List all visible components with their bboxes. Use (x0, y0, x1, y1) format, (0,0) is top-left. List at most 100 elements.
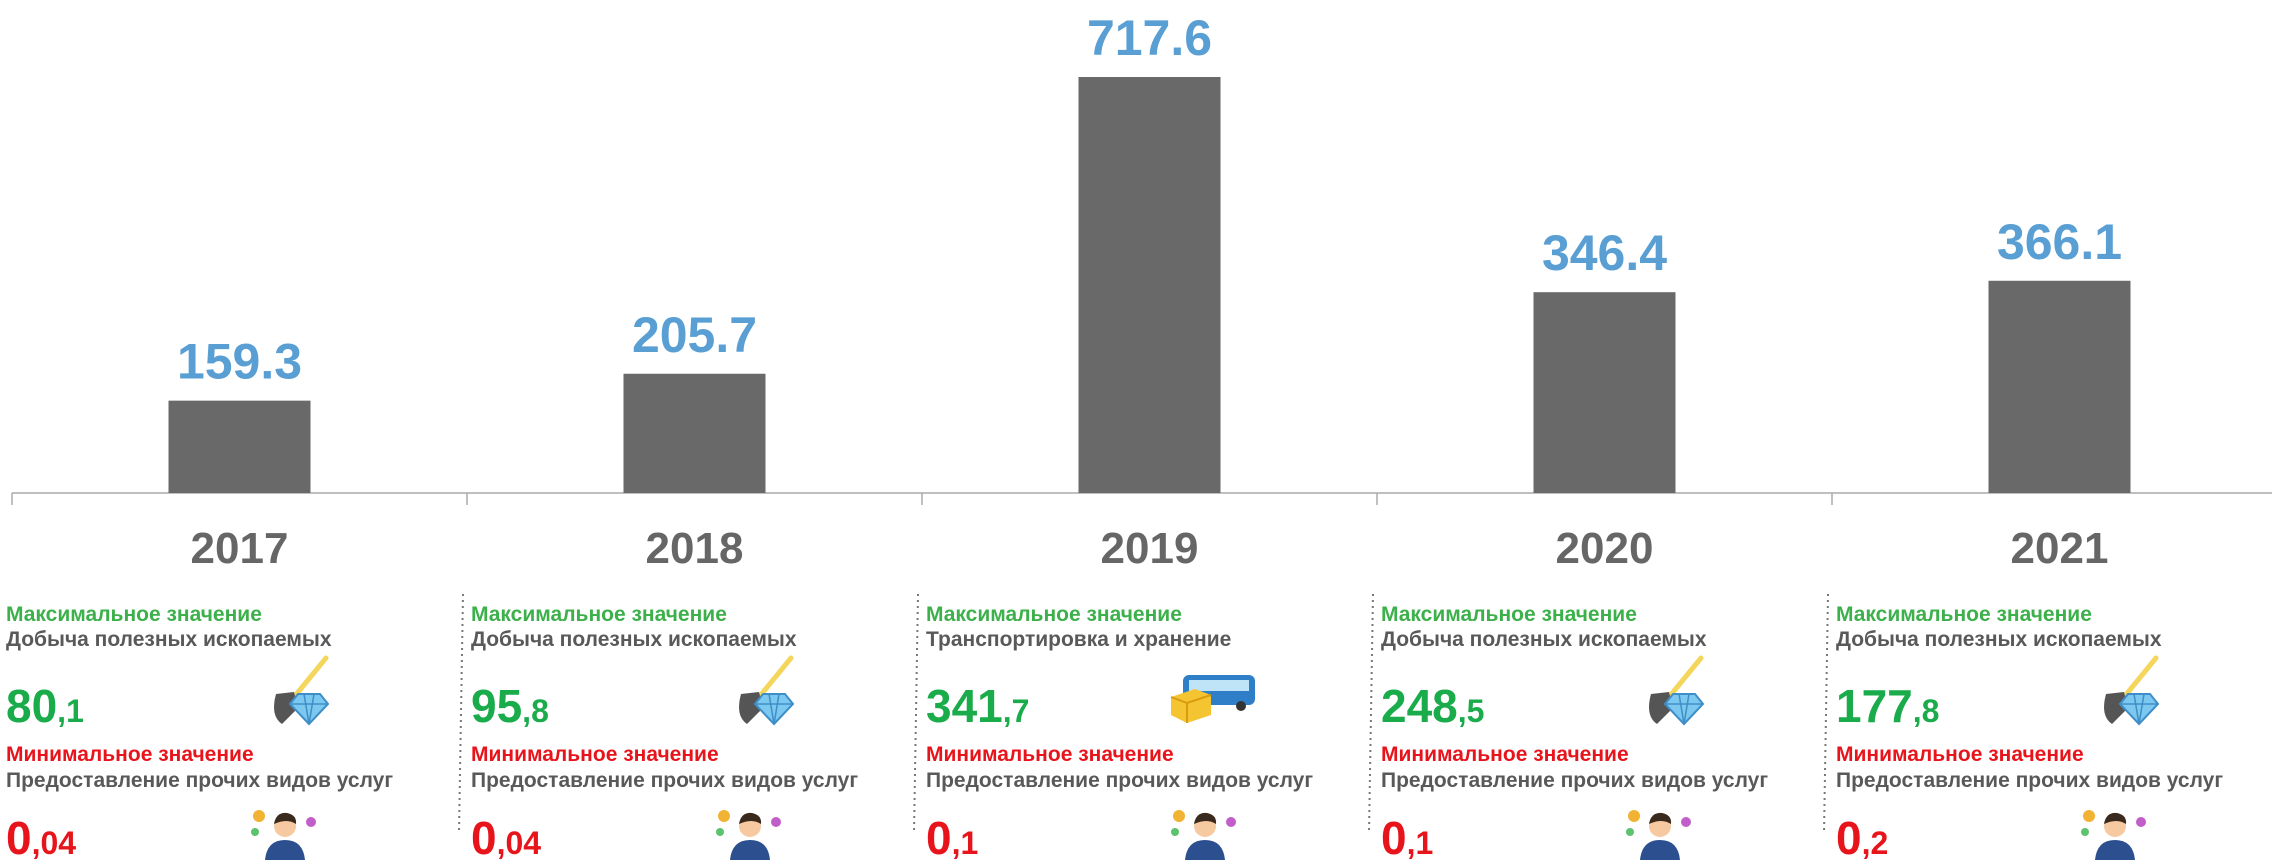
hair (274, 812, 297, 824)
min-value-fraction: ,1 (951, 825, 979, 861)
max-value-whole: 95 (471, 680, 523, 732)
max-value: 248,5 (1381, 683, 1484, 734)
max-label: Максимальное значение (1381, 603, 1637, 626)
x-tick-label: 2019 (1101, 524, 1199, 573)
separator (1368, 593, 1374, 834)
max-value-fraction: ,7 (1002, 693, 1030, 729)
body (1640, 840, 1680, 860)
max-label: Максимальное значение (6, 603, 262, 626)
box-edge (1170, 694, 1212, 723)
diamond (288, 693, 330, 726)
person-icon (1626, 810, 1691, 860)
diamond-facet (1665, 693, 1703, 725)
person-icon (1171, 810, 1236, 860)
min-label: Минимальное значение (1381, 743, 1629, 766)
max-label: Максимальное значение (471, 603, 727, 626)
bar (623, 373, 766, 493)
hair (1194, 812, 1217, 824)
min-value: 0,04 (6, 815, 76, 863)
max-label: Максимальное значение (1836, 603, 2092, 626)
min-value: 0,1 (1381, 815, 1433, 863)
gear (718, 810, 730, 822)
min-value-whole: 0 (1836, 812, 1862, 863)
min-value-fraction: ,04 (496, 825, 542, 861)
x-tick-label: 2018 (646, 524, 744, 573)
separator (913, 593, 919, 834)
min-value-whole: 0 (1381, 812, 1407, 863)
transport-icon (1170, 675, 1255, 723)
min-sector: Предоставление прочих видов услуг (6, 769, 394, 792)
max-sector: Добыча полезных ископаемых (1836, 628, 2162, 651)
shovel-handle (752, 655, 794, 705)
max-value: 177,8 (1836, 683, 1939, 734)
gear (1226, 817, 1236, 827)
body (730, 840, 770, 860)
min-label: Минимальное значение (471, 743, 719, 766)
gear (1173, 810, 1185, 822)
gear (2081, 828, 2089, 836)
bus-window (1189, 680, 1249, 691)
value-label: 159.3 (177, 334, 302, 390)
person-icon (251, 810, 316, 860)
gear (1626, 828, 1634, 836)
diamond (753, 693, 795, 726)
value-label: 205.7 (632, 307, 757, 363)
gear (771, 817, 781, 827)
gear (1681, 817, 1691, 827)
shovel-handle (2117, 655, 2159, 705)
mining-icon (739, 655, 795, 726)
max-sector: Добыча полезных ископаемых (471, 628, 797, 651)
max-label: Максимальное значение (926, 603, 1182, 626)
max-sector: Добыча полезных ископаемых (1381, 628, 1707, 651)
gear (1171, 828, 1179, 836)
min-value-whole: 0 (471, 812, 497, 863)
diamond-facet (290, 693, 328, 725)
body (2095, 840, 2135, 860)
x-tick-label: 2017 (191, 524, 289, 573)
shovel-handle (287, 655, 329, 705)
min-sector: Предоставление прочих видов услуг (926, 769, 1314, 792)
max-value-fraction: ,5 (1457, 693, 1485, 729)
value-label: 717.6 (1087, 10, 1212, 66)
min-value: 0,04 (471, 815, 541, 863)
bar (1988, 280, 2131, 493)
body (1185, 840, 1225, 860)
x-tick-label: 2020 (1556, 524, 1654, 573)
mining-icon (2104, 655, 2160, 726)
max-value: 341,7 (926, 683, 1029, 734)
hair (1649, 812, 1672, 824)
body (265, 840, 305, 860)
wheel (1236, 701, 1246, 711)
min-sector: Предоставление прочих видов услуг (1836, 769, 2224, 792)
separator (1823, 593, 1829, 834)
gear (306, 817, 316, 827)
max-sector: Транспортировка и хранение (926, 628, 1232, 651)
hair (2104, 812, 2127, 824)
diamond (2118, 693, 2160, 726)
max-sector: Добыча полезных ископаемых (6, 628, 332, 651)
min-sector: Предоставление прочих видов услуг (471, 769, 859, 792)
min-label: Минимальное значение (926, 743, 1174, 766)
max-value: 80,1 (6, 683, 84, 734)
max-value-whole: 248 (1381, 680, 1458, 732)
person-icon (716, 810, 781, 860)
person-icon (2081, 810, 2146, 860)
max-value-fraction: ,8 (1912, 693, 1940, 729)
box (1171, 689, 1211, 723)
min-value-fraction: ,1 (1406, 825, 1434, 861)
min-label: Минимальное значение (1836, 743, 2084, 766)
min-value-whole: 0 (6, 812, 32, 863)
min-value: 0,1 (926, 815, 978, 863)
gear (251, 828, 259, 836)
bar (1078, 77, 1221, 493)
min-value: 0,2 (1836, 815, 1888, 863)
bar (1533, 292, 1676, 493)
max-value-whole: 177 (1836, 680, 1913, 732)
gear (716, 828, 724, 836)
gear (2083, 810, 2095, 822)
max-value-whole: 341 (926, 680, 1003, 732)
max-value: 95,8 (471, 683, 549, 734)
diamond-facet (2120, 693, 2158, 725)
